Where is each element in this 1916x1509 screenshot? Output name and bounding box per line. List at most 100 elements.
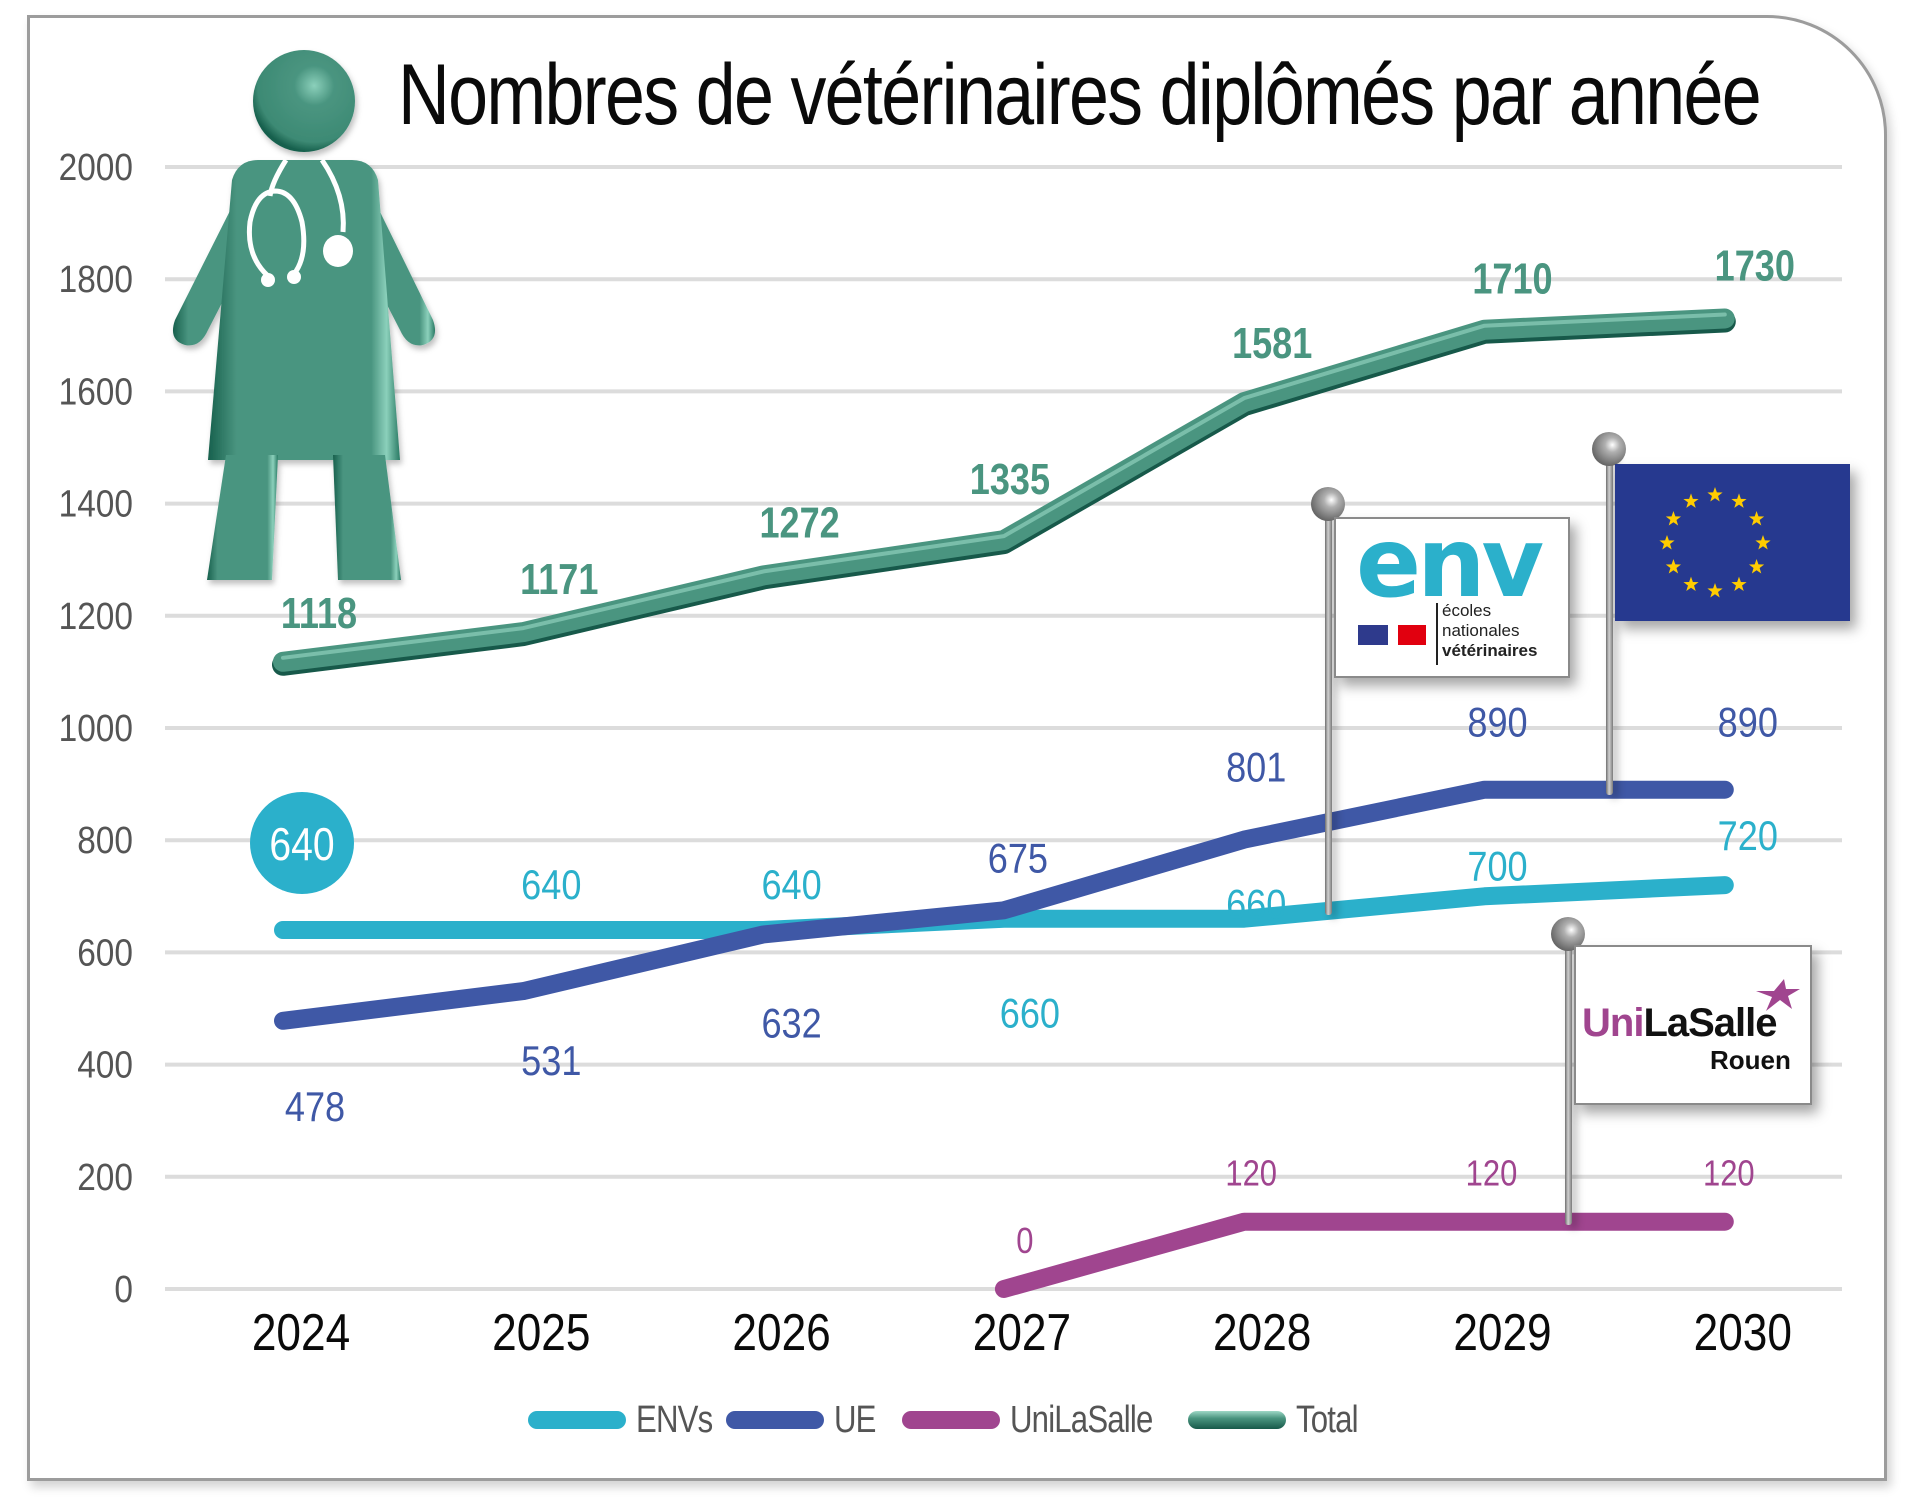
legend-swatch-total — [1188, 1411, 1286, 1429]
series-line-unilasalle — [994, 1212, 1734, 1298]
legend-swatch-envs — [528, 1411, 626, 1429]
y-tick-label: 400 — [77, 1044, 133, 1086]
y-tick-label: 1200 — [59, 595, 133, 637]
data-label-ue: 801 — [1226, 745, 1286, 791]
unilasalle-wordmark: UniLaSalle — [1582, 1001, 1778, 1046]
eu-flag — [1615, 464, 1850, 621]
legend: ENVs UE UniLaSalle Total — [528, 1395, 1394, 1445]
y-tick-label: 0 — [114, 1268, 133, 1310]
x-tick-label: 2025 — [492, 1304, 590, 1362]
x-tick-label: 2029 — [1453, 1304, 1551, 1362]
series-lines — [272, 308, 1736, 1298]
grid — [165, 165, 1842, 1291]
data-label-total: 1118 — [281, 588, 357, 637]
eu-flag-pole — [1606, 450, 1613, 795]
unilasalle-lasalle: LaSalle — [1643, 1001, 1777, 1045]
env-line2: nationales — [1442, 621, 1520, 640]
data-label-total: 1272 — [759, 498, 839, 547]
series-line-ue — [274, 780, 1734, 1030]
legend-item-total: Total — [1188, 1399, 1376, 1442]
veterinarian-woman-icon — [172, 50, 436, 580]
eu-star-icon — [1659, 535, 1675, 550]
unilasalle-uni: Uni — [1582, 1001, 1644, 1045]
eu-star-icon — [1683, 493, 1699, 508]
y-tick-label: 2000 — [59, 146, 133, 188]
env-line1: écoles — [1442, 601, 1492, 620]
data-label-envs: 660 — [1000, 991, 1060, 1037]
eu-star-icon — [1665, 511, 1682, 526]
env-logo-separator — [1436, 603, 1438, 665]
data-label-envs: 720 — [1718, 814, 1778, 860]
y-tick-label: 1800 — [59, 258, 133, 300]
data-label-ue: 632 — [761, 1001, 821, 1047]
data-label-ue: 890 — [1467, 700, 1527, 746]
eu-pin-icon — [1592, 432, 1626, 466]
data-label-ue: 531 — [521, 1039, 581, 1085]
unilasalle-flag-pole — [1565, 935, 1572, 1225]
x-tick-label: 2028 — [1213, 1304, 1311, 1362]
eu-star-icon — [1665, 559, 1682, 574]
data-labels: 640 640 640 660 660 700 720 478 531 632 675 801 890 8… — [250, 241, 1795, 1262]
data-label-envs: 700 — [1467, 844, 1527, 890]
env-pin-icon — [1311, 487, 1345, 521]
data-label-unilasalle: 120 — [1466, 1155, 1518, 1195]
data-label-unilasalle: 120 — [1703, 1155, 1755, 1195]
y-tick-label: 1400 — [59, 483, 133, 525]
x-axis: 2024 2025 2026 2027 2028 2029 2030 — [252, 1304, 1792, 1362]
data-label-envs: 640 — [269, 819, 334, 871]
y-axis: 0 200 400 600 800 1000 1200 1400 1600 1800 2000 — [59, 146, 133, 1310]
legend-item-unilasalle: UniLaSalle — [902, 1399, 1170, 1442]
eu-star-icon — [1731, 493, 1747, 508]
env-flag-pole — [1325, 505, 1332, 915]
data-label-envs: 660 — [1226, 882, 1286, 928]
data-label-ue: 890 — [1718, 700, 1778, 746]
eu-star-icon — [1731, 576, 1747, 592]
y-tick-label: 200 — [77, 1156, 133, 1198]
x-tick-label: 2030 — [1694, 1304, 1792, 1362]
data-label-envs: 640 — [521, 863, 581, 909]
data-label-ue: 478 — [285, 1084, 345, 1130]
legend-swatch-unilasalle — [902, 1411, 1000, 1429]
eu-star-icon — [1748, 559, 1765, 574]
data-label-total: 1171 — [520, 555, 598, 604]
eu-star-icon — [1748, 511, 1765, 526]
x-tick-label: 2024 — [252, 1304, 350, 1362]
eu-star-icon — [1755, 535, 1771, 550]
data-label-unilasalle: 120 — [1225, 1155, 1277, 1195]
legend-label-envs: ENVs — [636, 1398, 713, 1441]
eu-star-icon — [1707, 487, 1723, 502]
chart-title: Nombres de vétérinaires diplômés par ann… — [398, 47, 1762, 143]
data-label-ue: 675 — [988, 836, 1048, 882]
env-logo-wordmark: env — [1356, 507, 1544, 619]
eu-star-icon — [1683, 576, 1699, 592]
data-label-total: 1710 — [1472, 254, 1552, 303]
x-tick-label: 2026 — [732, 1304, 830, 1362]
legend-label-unilasalle: UniLaSalle — [1010, 1398, 1153, 1441]
series-line-total-highlight — [281, 312, 1727, 660]
series-line-total — [273, 308, 1735, 672]
unilasalle-logo-flag: UniLaSalle Rouen — [1574, 945, 1812, 1105]
y-tick-label: 600 — [77, 931, 133, 973]
env-line3: vétérinaires — [1442, 641, 1538, 660]
x-tick-label: 2027 — [973, 1304, 1071, 1362]
legend-label-total: Total — [1296, 1398, 1359, 1441]
marianne-logo-icon — [1358, 622, 1426, 646]
data-label-total: 1335 — [970, 455, 1050, 504]
eu-star-icon — [1707, 583, 1723, 598]
unilasalle-star-icon — [1756, 979, 1800, 1011]
data-label-total: 1581 — [1232, 319, 1312, 368]
y-tick-label: 1600 — [59, 370, 133, 412]
legend-item-envs: ENVs — [528, 1398, 713, 1442]
y-tick-label: 800 — [77, 819, 133, 861]
stethoscope-icon — [246, 158, 346, 278]
legend-item-ue: UE — [726, 1399, 884, 1442]
env-logo-flag: env écoles nationales vétérinaires — [1334, 507, 1570, 678]
legend-swatch-ue — [726, 1411, 824, 1429]
y-tick-label: 1000 — [59, 707, 133, 749]
data-label-envs: 640 — [761, 863, 821, 909]
legend-label-ue: UE — [834, 1398, 876, 1441]
unilasalle-city: Rouen — [1710, 1045, 1791, 1075]
highlight-bubble — [250, 791, 354, 894]
